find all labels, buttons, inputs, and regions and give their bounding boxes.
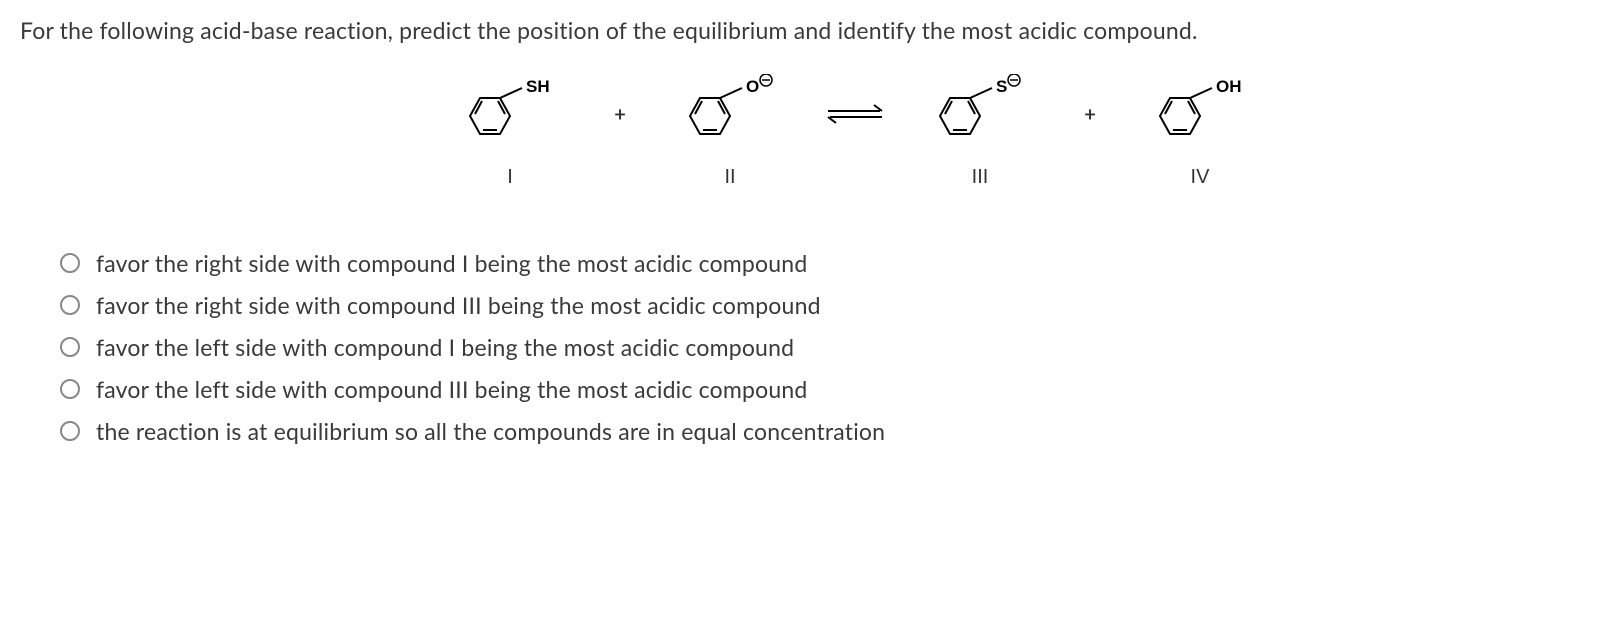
radio-icon[interactable]: [60, 253, 80, 273]
compound-1: SH: [440, 74, 580, 154]
plus-operator: +: [1070, 102, 1110, 126]
substituent-label: S: [996, 77, 1007, 96]
label-1: I: [440, 166, 580, 189]
question-text: For the following acid-base reaction, pr…: [20, 16, 1602, 44]
option-row[interactable]: favor the left side with compound III be…: [60, 375, 1602, 403]
plus-operator: +: [600, 102, 640, 126]
label-2: II: [660, 166, 800, 189]
option-text: favor the left side with compound I bein…: [96, 333, 794, 361]
option-text: the reaction is at equilibrium so all th…: [96, 417, 885, 445]
option-row[interactable]: favor the left side with compound I bein…: [60, 333, 1602, 361]
label-3: III: [910, 166, 1050, 189]
radio-icon[interactable]: [60, 295, 80, 315]
option-row[interactable]: favor the right side with compound I bei…: [60, 249, 1602, 277]
compound-4: OH: [1130, 74, 1270, 154]
compound-3: S: [910, 74, 1050, 154]
substituent-label: O: [746, 77, 759, 96]
substituent-label: SH: [526, 77, 550, 96]
compound-2: O: [660, 74, 800, 154]
label-4: IV: [1130, 166, 1270, 189]
option-row[interactable]: the reaction is at equilibrium so all th…: [60, 417, 1602, 445]
option-text: favor the left side with compound III be…: [96, 375, 807, 403]
option-text: favor the right side with compound III b…: [96, 291, 821, 319]
compound-labels: I II III IV: [440, 166, 1602, 189]
radio-icon[interactable]: [60, 379, 80, 399]
option-row[interactable]: favor the right side with compound III b…: [60, 291, 1602, 319]
substituent-label: OH: [1216, 77, 1242, 96]
radio-icon[interactable]: [60, 337, 80, 357]
radio-icon[interactable]: [60, 421, 80, 441]
equilibrium-arrow: [820, 102, 890, 126]
reaction-scheme: SH + O S: [440, 74, 1602, 154]
option-text: favor the right side with compound I bei…: [96, 249, 807, 277]
options-list: favor the right side with compound I bei…: [20, 249, 1602, 445]
